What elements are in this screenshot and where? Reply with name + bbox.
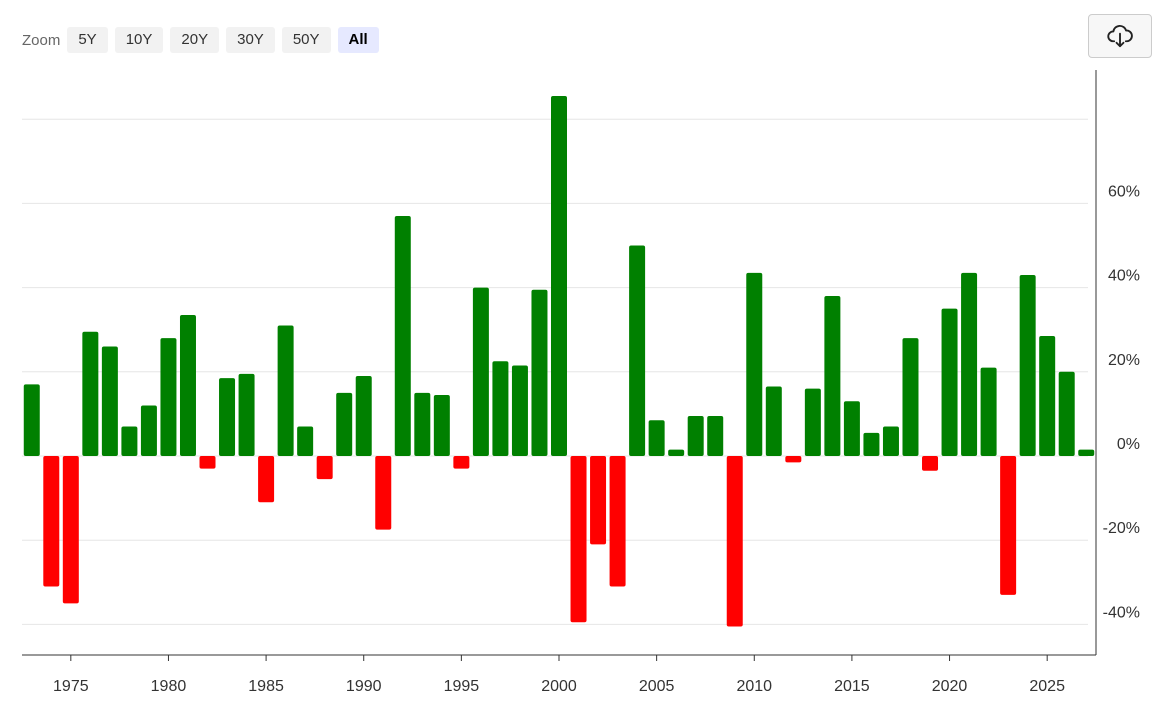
bar-2011[interactable]	[765, 386, 782, 456]
bar-1980[interactable]	[160, 338, 177, 456]
bar-2026[interactable]	[1058, 371, 1075, 456]
bar-2020[interactable]	[941, 308, 958, 456]
bar-1993[interactable]	[414, 392, 431, 456]
bar-2019[interactable]	[922, 456, 939, 471]
bar-2013[interactable]	[804, 388, 821, 456]
bar-1986[interactable]	[277, 325, 294, 456]
bar-2018[interactable]	[902, 338, 919, 456]
download-button[interactable]	[1088, 14, 1152, 58]
bar-1999[interactable]	[531, 289, 548, 456]
bar-1976[interactable]	[82, 331, 99, 456]
bar-1995[interactable]	[453, 456, 470, 469]
bar-1973[interactable]	[23, 384, 40, 456]
zoom-all-button[interactable]: All	[337, 27, 379, 53]
bar-1984[interactable]	[238, 373, 255, 456]
x-tick-label: 2010	[736, 678, 772, 695]
bars	[23, 96, 1095, 627]
bar-2006[interactable]	[668, 449, 685, 456]
zoom-50y-button[interactable]: 50Y	[281, 27, 331, 53]
bar-2025[interactable]	[1039, 336, 1056, 456]
x-tick-label: 2005	[639, 678, 675, 695]
bar-2002[interactable]	[590, 456, 607, 545]
bar-2005[interactable]	[648, 420, 665, 456]
bar-2027[interactable]	[1078, 449, 1095, 456]
zoom-10y-button[interactable]: 10Y	[114, 27, 164, 53]
x-tick-label: 1995	[444, 678, 480, 695]
bar-1978[interactable]	[121, 426, 138, 456]
bar-2017[interactable]	[882, 426, 899, 456]
zoom-bar: Zoom 5Y 10Y 20Y 30Y 50Y All	[22, 26, 386, 54]
bar-1982[interactable]	[199, 456, 216, 469]
y-tick-label: 0%	[1117, 436, 1140, 453]
bar-2012[interactable]	[785, 456, 802, 463]
bar-2007[interactable]	[687, 416, 704, 456]
x-tick-label: 1980	[151, 678, 187, 695]
x-tick-label: 2015	[834, 678, 870, 695]
y-tick-label: 40%	[1108, 268, 1140, 285]
bar-1974[interactable]	[43, 456, 60, 587]
x-tick-label: 1990	[346, 678, 382, 695]
bar-2010[interactable]	[746, 272, 763, 456]
y-tick-label: -40%	[1103, 604, 1140, 621]
bar-1998[interactable]	[511, 365, 528, 456]
bar-2015[interactable]	[843, 401, 860, 456]
bar-2004[interactable]	[629, 245, 646, 457]
bar-2003[interactable]	[609, 456, 626, 587]
bar-1987[interactable]	[297, 426, 314, 456]
bar-1985[interactable]	[258, 456, 275, 503]
bar-2016[interactable]	[863, 432, 880, 456]
bar-1994[interactable]	[433, 394, 450, 456]
zoom-label: Zoom	[22, 31, 61, 49]
bar-2001[interactable]	[570, 456, 587, 623]
bar-1981[interactable]	[179, 314, 196, 456]
x-tick-label: 1985	[248, 678, 284, 695]
bar-2021[interactable]	[961, 272, 978, 456]
zoom-20y-button[interactable]: 20Y	[170, 27, 220, 53]
x-tick-label: 2000	[541, 678, 577, 695]
x-tick-label: 1975	[53, 678, 89, 695]
bar-1991[interactable]	[375, 456, 392, 530]
bar-1975[interactable]	[62, 456, 79, 604]
bar-1979[interactable]	[140, 405, 157, 456]
y-tick-label: -20%	[1103, 520, 1140, 537]
zoom-5y-button[interactable]: 5Y	[67, 27, 108, 53]
bar-2014[interactable]	[824, 296, 841, 456]
x-tick-label: 2025	[1029, 678, 1065, 695]
cloud-download-icon	[1107, 24, 1133, 48]
bar-2000[interactable]	[551, 96, 567, 457]
x-tick-label: 2020	[932, 678, 968, 695]
bar-1977[interactable]	[101, 346, 118, 456]
bar-1983[interactable]	[219, 378, 236, 456]
bar-1997[interactable]	[492, 361, 509, 456]
bar-1990[interactable]	[355, 376, 372, 456]
bar-2024[interactable]	[1019, 274, 1036, 456]
bar-2022[interactable]	[980, 367, 997, 456]
bar-1996[interactable]	[472, 287, 489, 456]
axes	[22, 70, 1097, 661]
bar-2008[interactable]	[707, 416, 724, 456]
bar-1989[interactable]	[336, 392, 353, 456]
bar-1988[interactable]	[316, 456, 333, 480]
bar-2023[interactable]	[1000, 456, 1017, 595]
bar-2009[interactable]	[726, 456, 743, 627]
zoom-30y-button[interactable]: 30Y	[226, 27, 275, 53]
tick-labels: 1975 1980 1985 1990 1995 2000 2005 2010 2015 2020…	[53, 183, 1140, 695]
y-tick-label: 60%	[1108, 183, 1140, 200]
y-tick-label: 20%	[1108, 352, 1140, 369]
bar-1992[interactable]	[394, 216, 411, 456]
